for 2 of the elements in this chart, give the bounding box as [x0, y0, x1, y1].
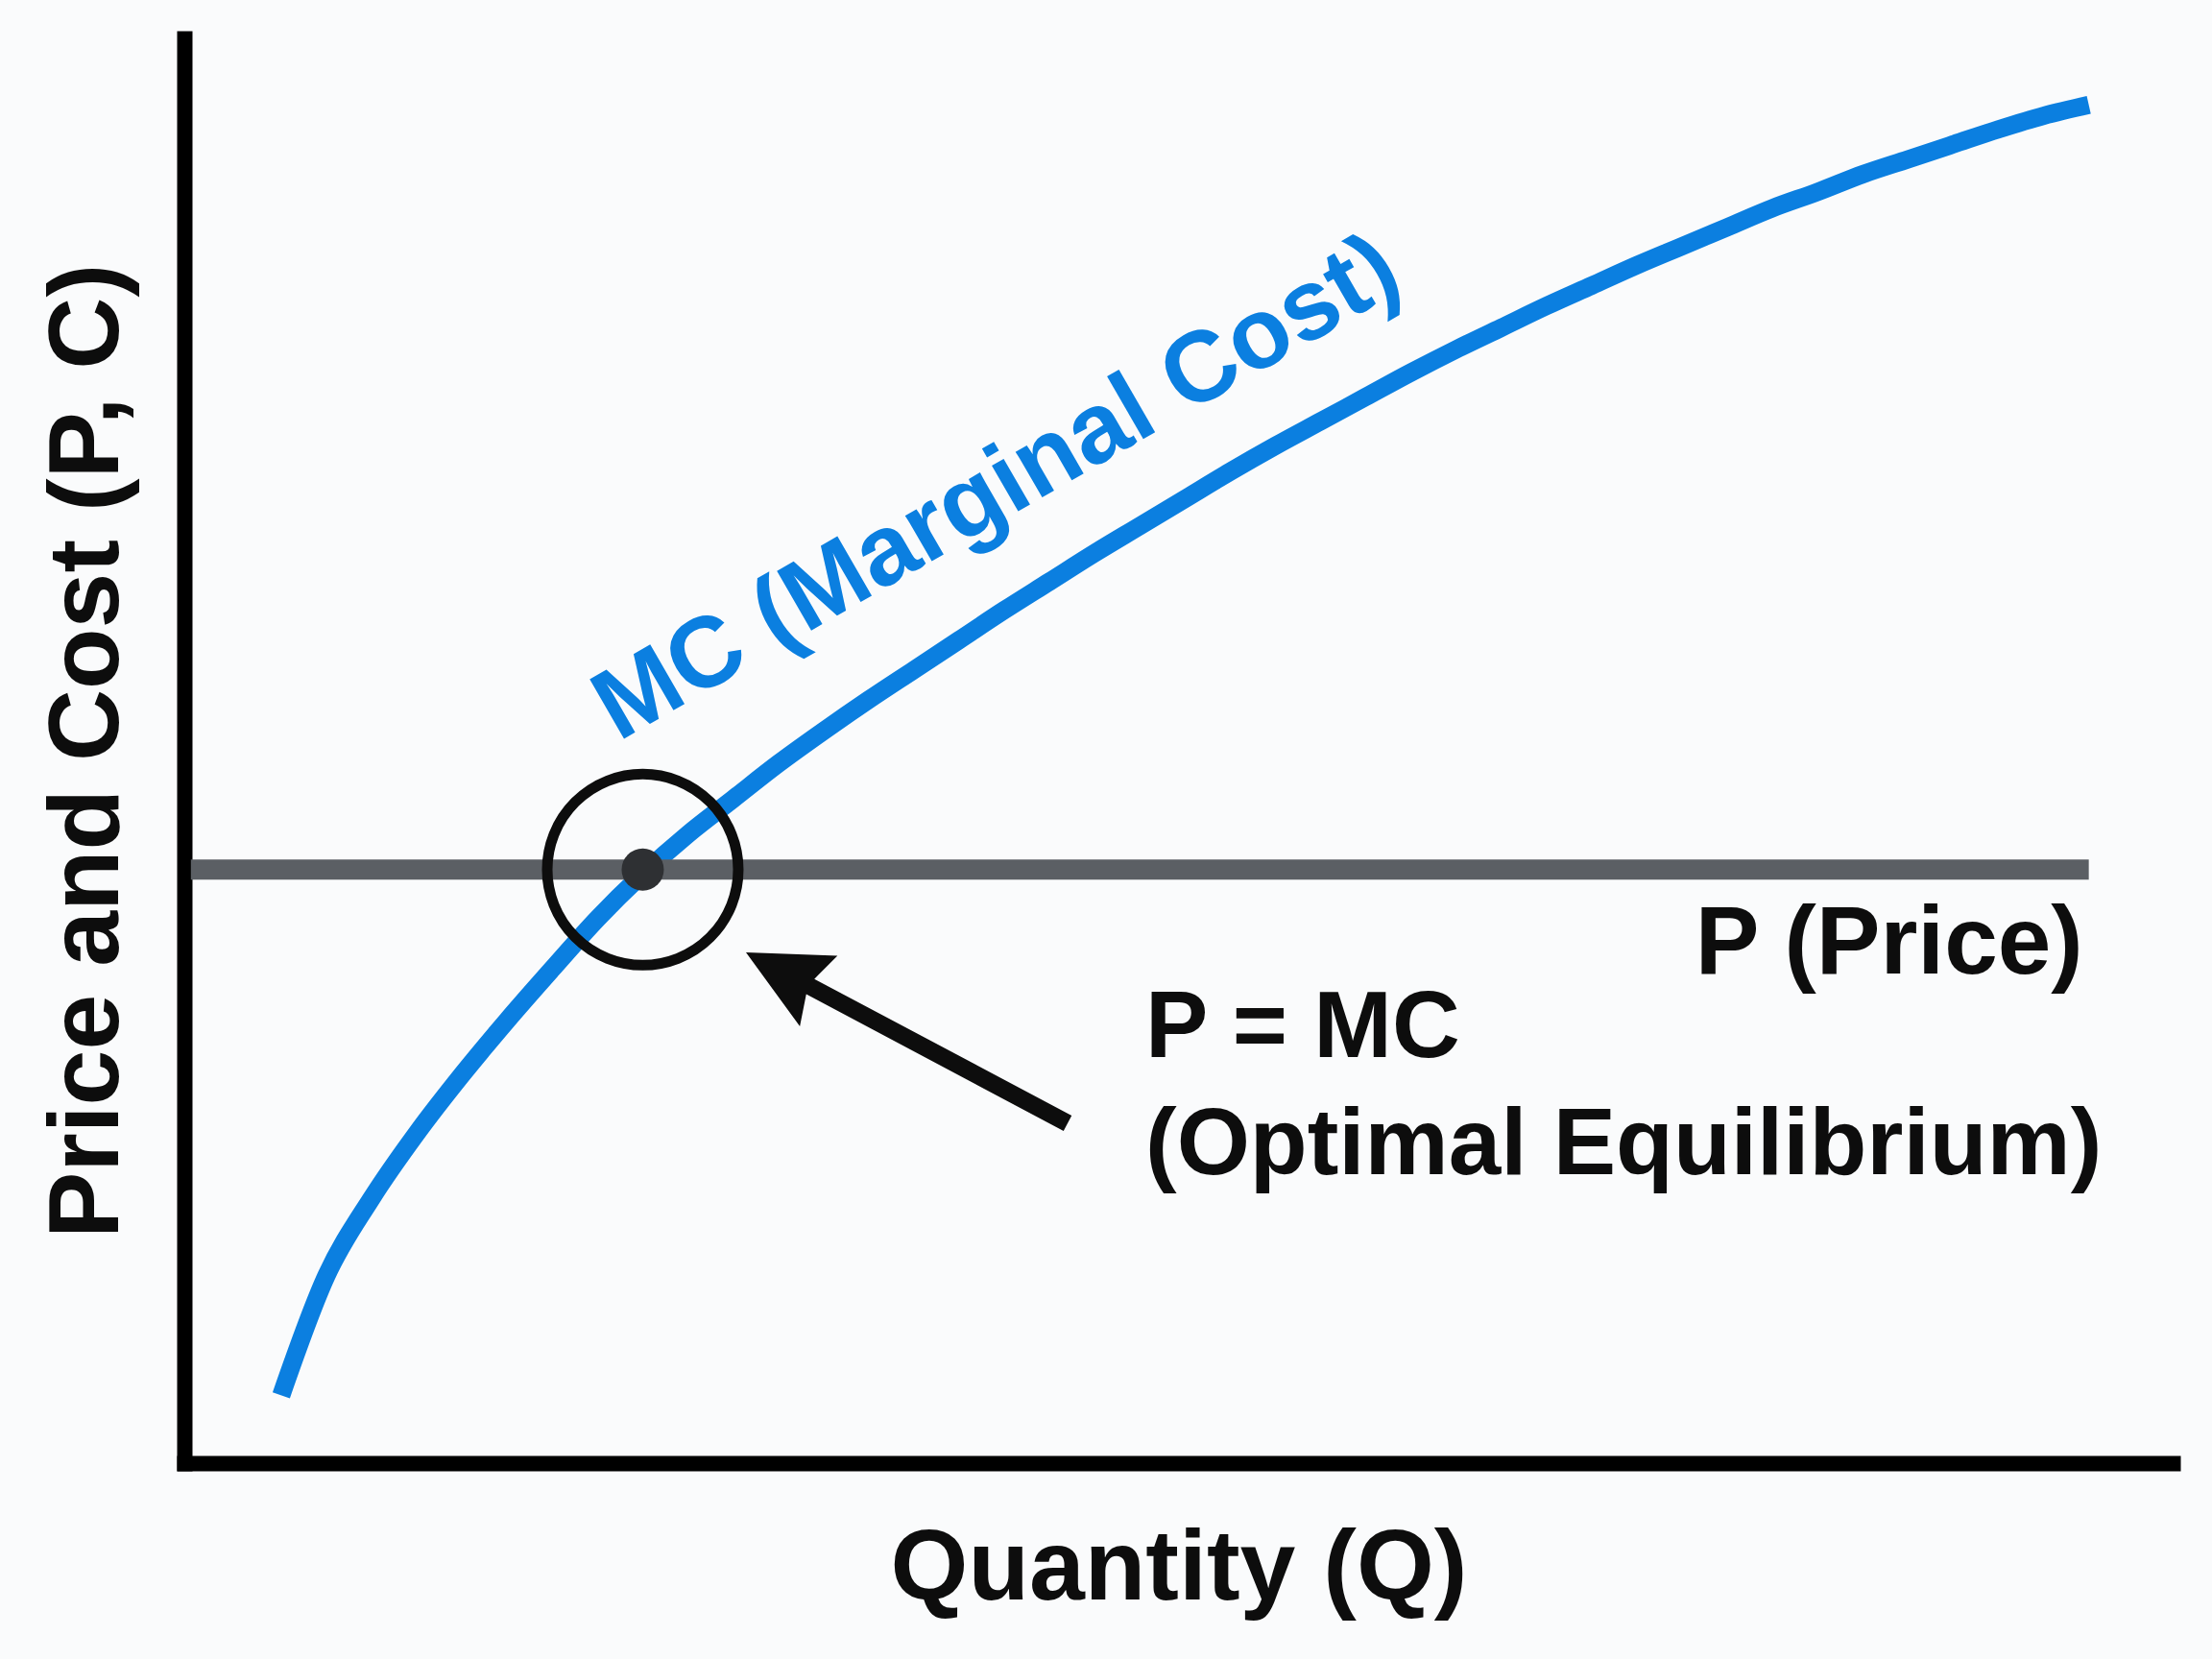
y-axis-title: Price and Cost (P, C) — [27, 263, 139, 1239]
x-axis-title: Quantity (Q) — [890, 1508, 1468, 1621]
